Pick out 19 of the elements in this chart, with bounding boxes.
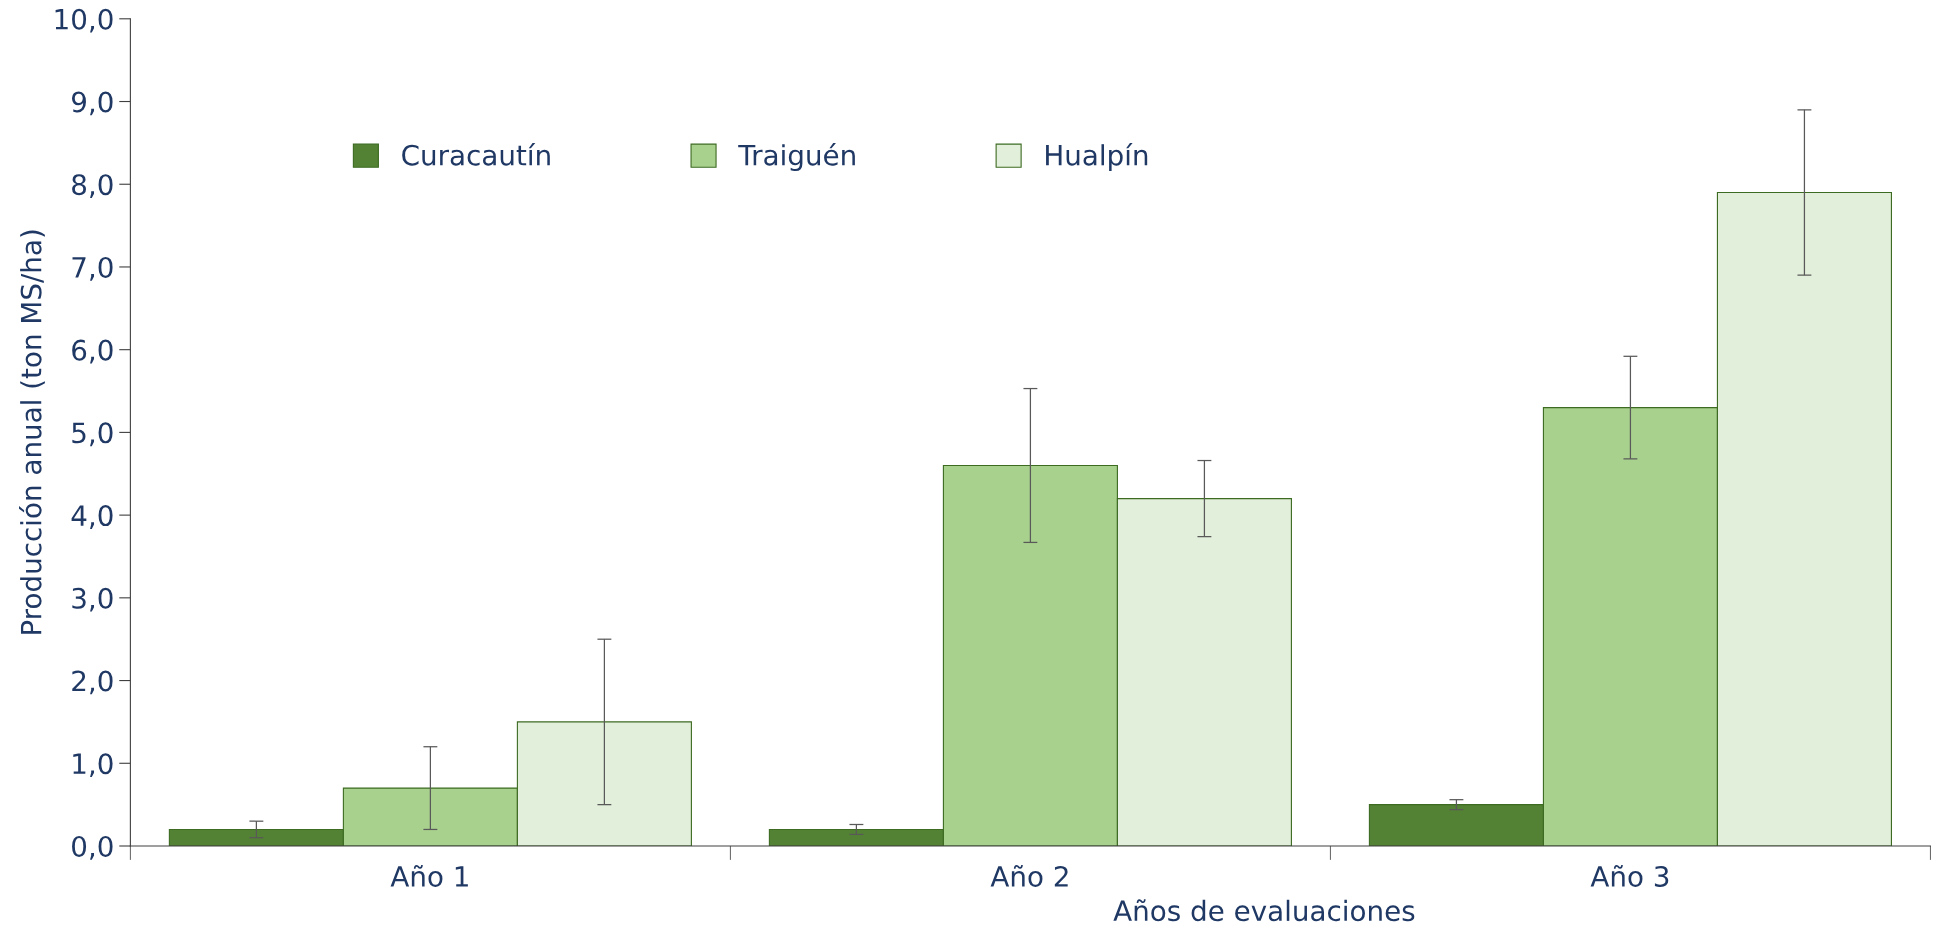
x-tick-label: Año 1 xyxy=(390,864,468,887)
y-tick-label: 4,0 xyxy=(71,505,113,529)
y-axis-title: Producción anual (ton MS/ha) xyxy=(19,230,45,634)
y-tick-label: 8,0 xyxy=(72,174,113,199)
legend-label: Traiguén xyxy=(738,143,855,172)
x-tick-label: Año 3 xyxy=(1590,864,1669,887)
y-tick-label: 1,0 xyxy=(73,753,113,778)
y-tick-label: 10,0 xyxy=(55,8,113,33)
y-tick-label: 0,0 xyxy=(72,835,113,860)
y-tick-label: 9,0 xyxy=(71,91,113,116)
y-tick-label: 5,0 xyxy=(72,422,113,447)
legend-label: Hualpín xyxy=(1046,143,1148,172)
y-tick-label: 3,0 xyxy=(72,587,113,612)
y-tick-label: 2,0 xyxy=(72,670,113,695)
y-tick-label: 7,0 xyxy=(72,256,113,281)
legend-label: Curacautín xyxy=(402,143,550,166)
y-tick-label: 6,0 xyxy=(72,339,113,364)
x-axis-title: Años de evaluaciones xyxy=(1113,899,1415,922)
x-tick-label: Año 2 xyxy=(990,864,1068,887)
